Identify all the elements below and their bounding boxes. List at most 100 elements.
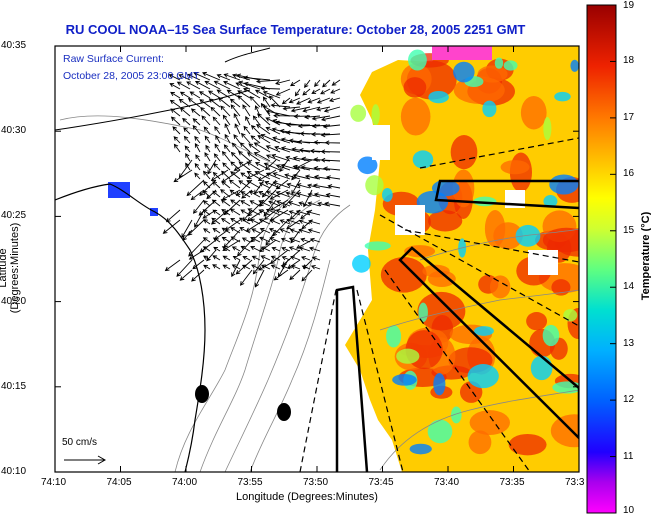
cool-patch xyxy=(543,116,552,141)
current-vector xyxy=(280,237,291,243)
current-vector xyxy=(235,82,251,90)
current-vector xyxy=(289,269,301,281)
current-vector xyxy=(270,255,281,261)
current-vector xyxy=(216,73,231,81)
current-vector xyxy=(203,219,211,225)
cool-patch xyxy=(396,348,420,364)
current-vector xyxy=(256,124,271,135)
current-vector xyxy=(288,246,301,252)
current-vector xyxy=(261,179,277,198)
current-vector xyxy=(291,179,301,195)
current-vector xyxy=(214,126,221,135)
current-vector xyxy=(243,125,251,135)
current-vector xyxy=(260,133,281,144)
current-vector xyxy=(234,123,241,135)
current-vector xyxy=(222,255,231,261)
current-vector xyxy=(241,237,251,243)
current-vector xyxy=(304,79,311,89)
current-vector xyxy=(287,201,301,207)
current-vector xyxy=(246,152,261,162)
cool-patch xyxy=(542,324,560,347)
current-vector xyxy=(240,191,251,198)
colorbar-ticks xyxy=(610,4,616,514)
current-vector xyxy=(190,189,205,201)
current-vector xyxy=(235,179,253,197)
current-vector xyxy=(203,126,211,135)
current-vector xyxy=(273,269,289,281)
colorbar-title: Temperature (°C) xyxy=(640,211,651,301)
current-vector xyxy=(302,88,311,96)
current-vector xyxy=(223,229,241,249)
current-vector xyxy=(208,98,221,108)
y-tick-label: 40:10 xyxy=(1,466,27,477)
current-vector xyxy=(269,209,289,222)
scale-label: 50 cm/s xyxy=(62,437,98,448)
current-vector xyxy=(252,115,261,126)
cloud-gap xyxy=(372,125,390,160)
current-vector xyxy=(265,229,277,246)
current-vector xyxy=(265,145,281,153)
current-vector xyxy=(270,103,291,108)
current-vector xyxy=(220,199,231,207)
current-vector xyxy=(204,163,211,171)
cool-patch xyxy=(494,57,504,69)
cloud-gap xyxy=(528,250,558,275)
current-vector xyxy=(323,166,341,172)
current-vector xyxy=(188,249,205,260)
current-vector xyxy=(242,104,251,117)
x-tick-label: 74:05 xyxy=(106,477,132,488)
current-vector xyxy=(222,239,241,251)
coastline-inlet xyxy=(224,47,271,63)
current-vector xyxy=(302,106,321,113)
scale-arrow xyxy=(64,455,107,465)
current-vector xyxy=(206,189,217,200)
current-vector xyxy=(233,134,241,144)
current-vector xyxy=(241,132,251,144)
current-vector xyxy=(216,89,231,99)
current-vector xyxy=(192,199,205,214)
current-vector xyxy=(279,159,289,173)
current-vector xyxy=(262,105,281,117)
current-vector xyxy=(307,192,321,198)
current-vector xyxy=(302,259,313,270)
current-vector xyxy=(285,191,301,198)
current-vector xyxy=(309,148,331,154)
current-vector xyxy=(213,246,221,252)
current-vector xyxy=(195,154,201,162)
current-vector xyxy=(243,88,261,99)
cool-patch xyxy=(554,91,571,102)
colorbar xyxy=(586,4,617,514)
current-vector xyxy=(242,255,251,261)
cool-patch xyxy=(352,254,371,273)
current-vector xyxy=(323,106,341,113)
current-vector xyxy=(320,88,331,95)
current-vector xyxy=(269,237,281,243)
x-tick-label: 73:50 xyxy=(303,477,329,488)
current-vector xyxy=(246,180,261,189)
current-vector xyxy=(215,134,221,144)
current-vector xyxy=(263,199,277,217)
current-vector xyxy=(190,108,201,117)
current-vector xyxy=(322,124,341,129)
current-vector xyxy=(213,162,221,171)
current-vector xyxy=(203,264,211,270)
current-vector xyxy=(222,162,231,171)
current-vector xyxy=(230,104,241,117)
current-vector xyxy=(168,74,181,81)
current-vector xyxy=(230,161,241,171)
current-vector xyxy=(223,80,241,90)
x-tick-label: 74:00 xyxy=(172,477,198,488)
current-vector xyxy=(265,154,281,162)
current-vector xyxy=(246,209,265,222)
current-vector xyxy=(172,126,181,135)
current-vector xyxy=(220,189,231,198)
current-vector xyxy=(275,88,291,96)
x-tick-label: 73:35 xyxy=(499,477,525,488)
current-vector xyxy=(210,106,221,117)
current-vector xyxy=(185,152,191,162)
warm-patch xyxy=(477,65,508,83)
current-vector xyxy=(311,256,321,261)
current-vector xyxy=(241,189,253,199)
current-vector xyxy=(253,152,271,162)
current-vector xyxy=(230,171,241,180)
